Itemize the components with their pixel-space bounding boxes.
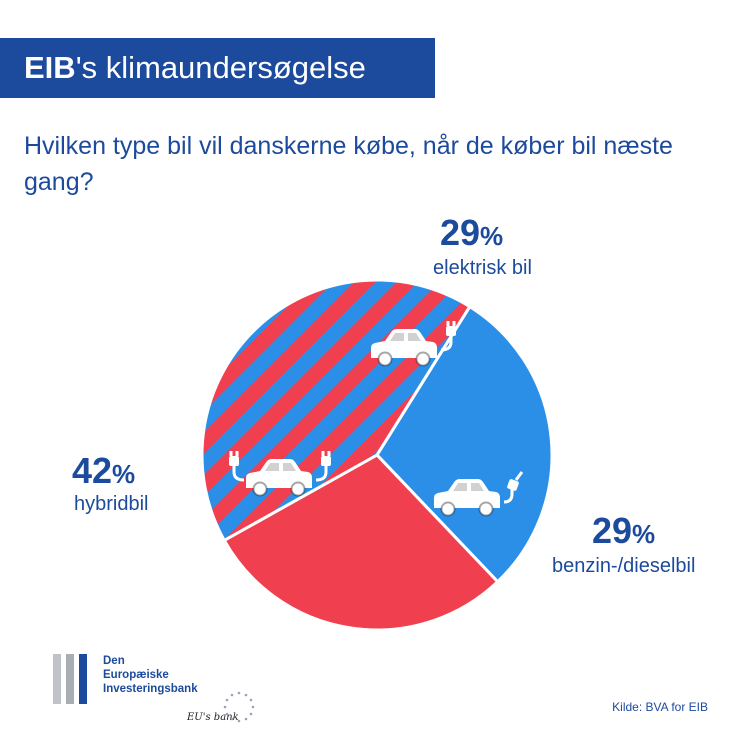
slice-icons [229, 321, 524, 517]
electric-label: elektrisk bil [433, 257, 532, 279]
fuel-sign: % [632, 519, 656, 549]
pie-slice-1 [375, 304, 554, 584]
eib-logo-icon [53, 654, 87, 704]
pie-slice-2 [222, 453, 500, 632]
electric-car-icon [371, 321, 456, 367]
title-brand: EIB [24, 50, 76, 85]
fuel-value: 29 [592, 510, 633, 551]
electric-sign: % [480, 221, 504, 251]
hybrid-car-icon [229, 451, 331, 497]
fuel-label: benzin-/dieselbil [552, 555, 696, 577]
electric-value: 29 [440, 212, 481, 253]
hybrid-value: 42 [72, 450, 113, 491]
title-text: 's klimaundersøgelse [75, 50, 366, 85]
electric-percentage: 29% [440, 215, 503, 254]
survey-question: Hvilken type bil vil danskerne købe, når… [24, 132, 673, 196]
fuel-percentage: 29% [592, 513, 655, 552]
source-note: Kilde: BVA for EIB [612, 700, 708, 714]
eib-logo-text: Den Europæiske Investeringsbank [103, 654, 198, 696]
hybrid-label: hybridbil [74, 493, 149, 515]
eu-stars-icon [223, 691, 255, 723]
title-banner: EIB's klimaundersøgelse [0, 38, 435, 98]
logo-tagline: EU's bank [187, 712, 239, 723]
logo-line-3: Investeringsbank [103, 683, 198, 695]
logo-line-1: Den [103, 655, 125, 667]
hybrid-percentage: 42% [72, 453, 135, 492]
fuel-car-icon [434, 471, 524, 517]
hybrid-sign: % [112, 459, 136, 489]
pie-slices [200, 278, 554, 632]
logo-line-2: Europæiske [103, 669, 169, 681]
